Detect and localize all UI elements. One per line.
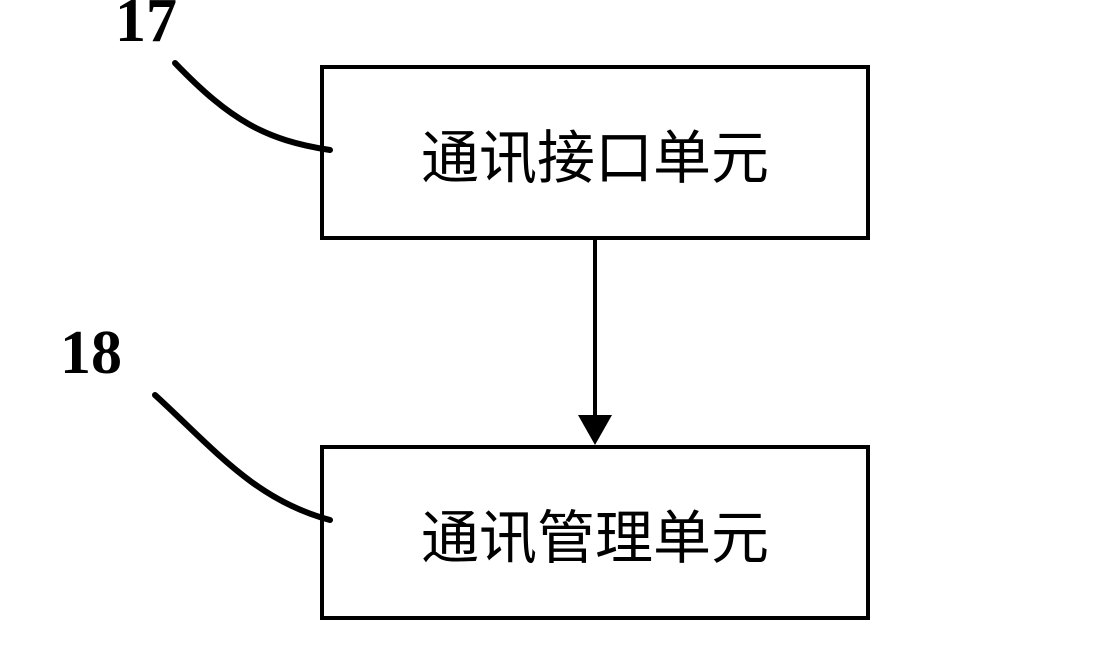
diagram-canvas: 通讯接口单元 通讯管理单元 17 18	[0, 0, 1115, 666]
callout-number-17: 17	[115, 0, 177, 57]
edge-arrow	[578, 240, 612, 445]
arrowhead-icon	[578, 415, 612, 445]
node-label: 通讯管理单元	[421, 491, 769, 575]
node-communication-interface-unit: 通讯接口单元	[320, 65, 870, 240]
node-communication-management-unit: 通讯管理单元	[320, 445, 870, 620]
callout-leader-17	[175, 63, 330, 150]
node-label: 通讯接口单元	[421, 111, 769, 195]
callout-number-18: 18	[60, 318, 122, 389]
callout-leader-18	[155, 395, 330, 520]
